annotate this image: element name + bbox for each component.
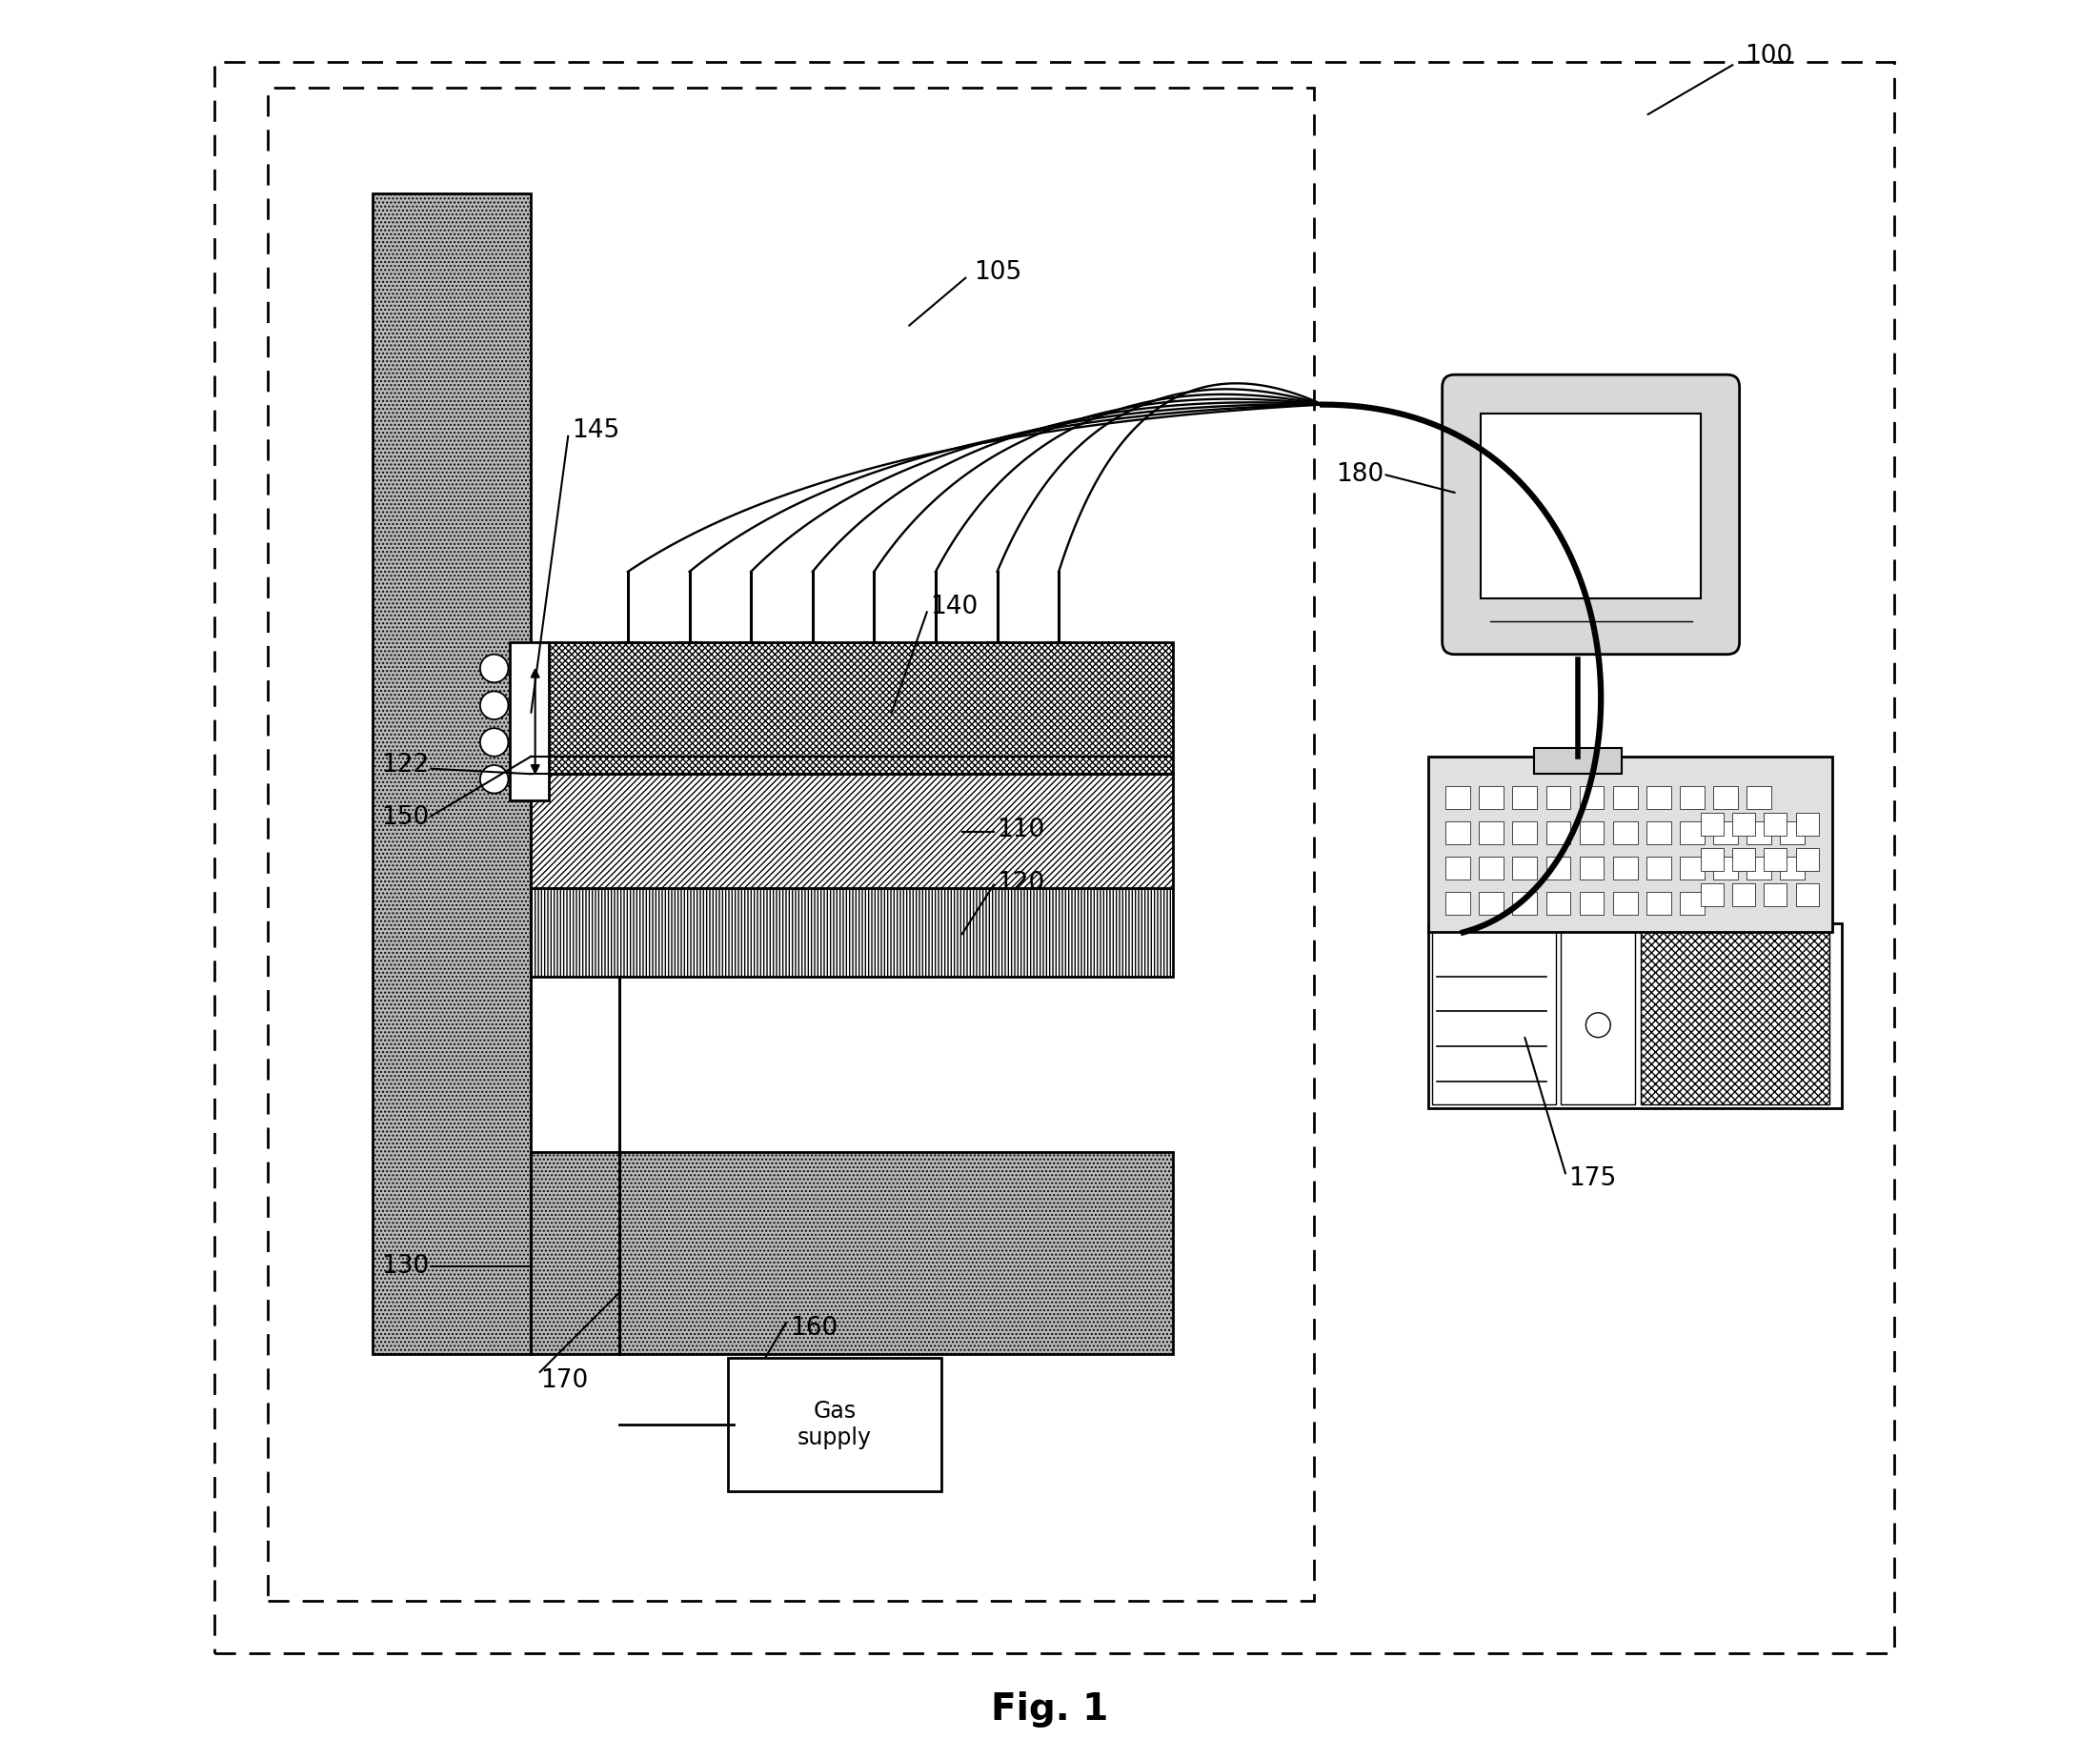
FancyBboxPatch shape — [1443, 375, 1739, 654]
Bar — [1764, 848, 1787, 871]
Bar — [1764, 813, 1787, 836]
Bar — [1781, 857, 1804, 880]
Bar — [267, 88, 1315, 1601]
Circle shape — [481, 691, 508, 719]
Bar — [1732, 883, 1756, 906]
Text: 160: 160 — [790, 1316, 838, 1340]
Bar — [1680, 857, 1705, 880]
Bar — [1512, 821, 1537, 844]
Bar — [1445, 821, 1470, 844]
Bar — [1680, 821, 1705, 844]
Text: 105: 105 — [974, 260, 1023, 285]
Bar — [1747, 857, 1770, 880]
Bar — [1796, 883, 1819, 906]
Text: Gas
supply: Gas supply — [798, 1400, 872, 1449]
Bar — [1613, 857, 1638, 880]
Bar — [1478, 821, 1504, 844]
Text: 110: 110 — [997, 818, 1046, 843]
Text: 130: 130 — [382, 1254, 428, 1279]
Text: 180: 180 — [1336, 463, 1384, 487]
Text: 175: 175 — [1569, 1166, 1617, 1191]
Bar — [1546, 892, 1571, 915]
Bar — [374, 193, 531, 1354]
Bar — [1646, 821, 1672, 844]
Bar — [1646, 892, 1672, 915]
Bar — [1732, 848, 1756, 871]
Bar — [1445, 786, 1470, 809]
Bar — [1796, 848, 1819, 871]
Bar — [1428, 923, 1842, 1108]
Bar — [1747, 786, 1770, 809]
Bar — [1646, 786, 1672, 809]
Bar — [1546, 857, 1571, 880]
Bar — [1747, 821, 1770, 844]
Bar — [531, 774, 1174, 888]
Bar — [1714, 821, 1737, 844]
Bar — [1613, 786, 1638, 809]
Bar — [1613, 821, 1638, 844]
Bar — [1579, 892, 1604, 915]
Circle shape — [1586, 1013, 1611, 1038]
FancyBboxPatch shape — [729, 1358, 941, 1492]
Bar — [1445, 892, 1470, 915]
Bar — [1546, 821, 1571, 844]
Text: 150: 150 — [382, 806, 428, 830]
Bar — [1445, 857, 1470, 880]
Bar — [1480, 413, 1701, 598]
Text: 100: 100 — [1745, 44, 1793, 69]
Text: Fig. 1: Fig. 1 — [991, 1692, 1109, 1727]
Bar — [531, 888, 1174, 976]
Bar — [1640, 927, 1829, 1105]
Circle shape — [481, 765, 508, 793]
Bar — [1714, 857, 1737, 880]
Circle shape — [481, 654, 508, 682]
Bar — [1680, 786, 1705, 809]
Bar — [1781, 821, 1804, 844]
Bar — [1764, 883, 1787, 906]
Bar — [1732, 813, 1756, 836]
Bar — [1714, 786, 1737, 809]
Bar — [1533, 748, 1621, 774]
Text: 122: 122 — [382, 753, 428, 777]
Bar — [1701, 883, 1724, 906]
Text: 145: 145 — [571, 419, 619, 443]
Bar — [1701, 848, 1724, 871]
Bar — [1512, 857, 1537, 880]
Bar — [1432, 927, 1556, 1105]
Bar — [1478, 857, 1504, 880]
Bar — [1646, 857, 1672, 880]
Bar — [1560, 927, 1636, 1105]
Bar — [1546, 786, 1571, 809]
Bar — [1512, 786, 1537, 809]
Text: 120: 120 — [997, 871, 1046, 895]
Bar — [510, 642, 548, 800]
Bar — [531, 642, 1174, 774]
Bar — [1478, 892, 1504, 915]
Bar — [1796, 813, 1819, 836]
Bar — [1478, 786, 1504, 809]
Bar — [1680, 892, 1705, 915]
Bar — [1579, 857, 1604, 880]
Bar — [1613, 892, 1638, 915]
Bar — [1579, 821, 1604, 844]
Bar — [1579, 786, 1604, 809]
Circle shape — [481, 728, 508, 756]
Bar — [531, 1152, 1174, 1354]
Text: 140: 140 — [930, 595, 979, 619]
Text: 170: 170 — [540, 1369, 588, 1393]
Bar — [1701, 813, 1724, 836]
Bar — [1512, 892, 1537, 915]
Bar — [1428, 756, 1833, 932]
